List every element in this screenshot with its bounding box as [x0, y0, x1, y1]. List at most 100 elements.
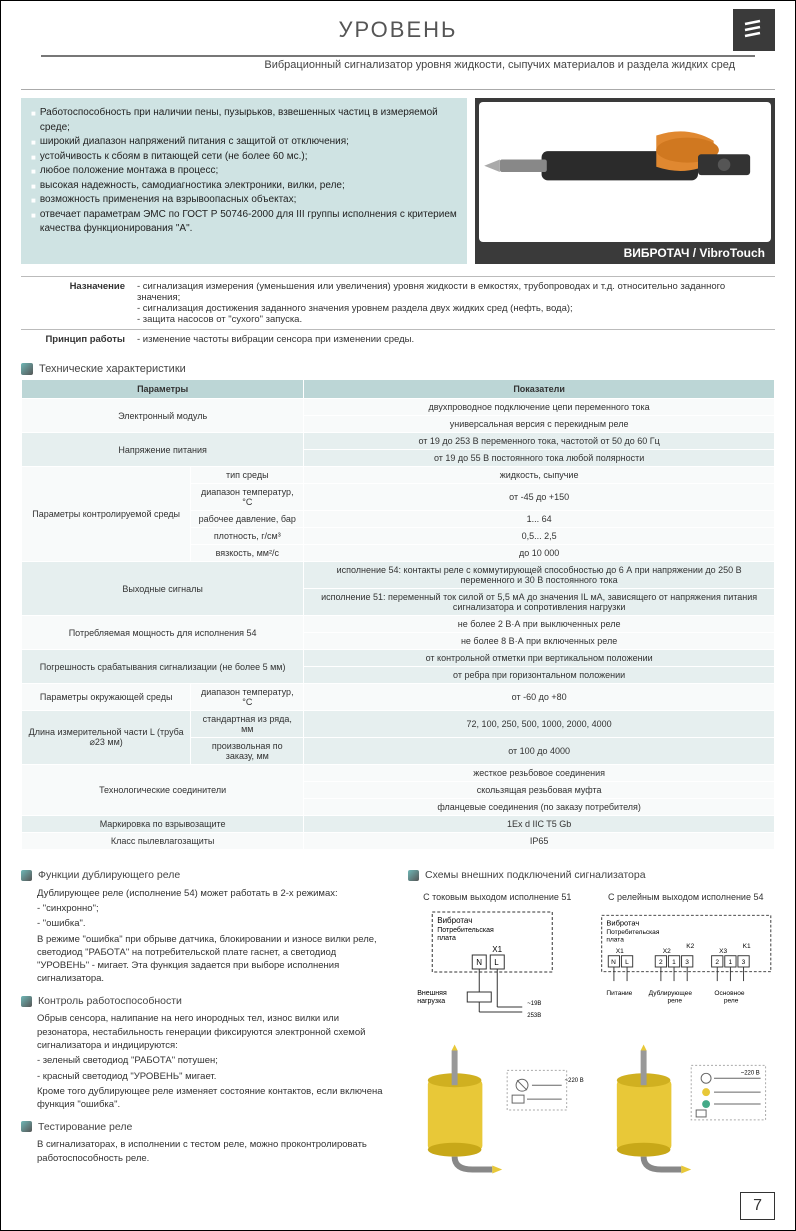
- product-image-box: ВИБРОТАЧ / VibroTouch: [475, 98, 775, 264]
- spec-section-title: Технические характеристики: [21, 363, 775, 375]
- spec-value: двухпроводное подключение цепи переменно…: [304, 399, 775, 416]
- subsection-title: Схемы внешних подключений сигнализатора: [408, 868, 775, 883]
- svg-text:Основное: Основное: [714, 990, 744, 997]
- spec-value: до 10 000: [304, 545, 775, 562]
- spec-subparam: вязкость, мм²/с: [191, 545, 304, 562]
- spec-value: 1... 64: [304, 511, 775, 528]
- feature-item: высокая надежность, самодиагностика элек…: [40, 179, 345, 194]
- svg-text:реле: реле: [723, 998, 738, 1005]
- spec-param: Параметры контролируемой среды: [22, 467, 191, 562]
- principle-label: Принцип работы: [21, 330, 131, 350]
- subsection-title: Функции дублирующего реле: [21, 868, 388, 883]
- purpose-label: Назначение: [21, 277, 131, 330]
- spec-value: жесткое резьбовое соединения: [304, 765, 775, 782]
- svg-text:253В: 253В: [527, 1013, 541, 1019]
- spec-value: исполнение 51: переменный ток силой от 5…: [304, 589, 775, 616]
- spec-param: Погрешность срабатывания сигнализации (н…: [22, 650, 304, 684]
- svg-text:нагрузка: нагрузка: [417, 998, 445, 1005]
- svg-text:K2: K2: [686, 943, 694, 950]
- body-text: - красный светодиод "УРОВЕНЬ" мигает.: [37, 1070, 388, 1083]
- svg-text:1: 1: [672, 959, 676, 966]
- left-column: Функции дублирующего реле Дублирующее ре…: [21, 860, 388, 1180]
- feature-item: широкий диапазон напряжений питания с за…: [40, 135, 349, 150]
- spec-subparam: рабочее давление, бар: [191, 511, 304, 528]
- svg-text:X3: X3: [719, 948, 727, 955]
- principle-text: - изменение частоты вибрации сенсора при…: [131, 330, 775, 350]
- svg-text:2: 2: [715, 959, 719, 966]
- scheme-caption: С токовым выходом исполнение 51: [408, 891, 587, 904]
- spec-value: от -60 до +80: [304, 684, 775, 711]
- body-text: Обрыв сенсора, налипание на него инородн…: [37, 1012, 388, 1052]
- svg-text:плата: плата: [606, 937, 624, 944]
- spec-param: Напряжение питания: [22, 433, 304, 467]
- svg-text:N: N: [476, 958, 482, 967]
- spec-value: фланцевые соединения (по заказу потребит…: [304, 799, 775, 816]
- svg-text:Внешняя: Внешняя: [417, 990, 447, 997]
- spec-header-value: Показатели: [304, 380, 775, 399]
- tank-diagram-1: ~220 В: [408, 1040, 587, 1180]
- svg-text:Вибротач: Вибротач: [606, 919, 639, 928]
- spec-value: от 19 до 55 В постоянного тока любой пол…: [304, 450, 775, 467]
- svg-text:X1: X1: [492, 945, 502, 954]
- svg-text:3: 3: [685, 959, 689, 966]
- section-icon: [21, 870, 32, 881]
- spec-value: не более 8 В·А при включенных реле: [304, 633, 775, 650]
- spec-param: Потребляемая мощность для исполнения 54: [22, 616, 304, 650]
- spec-value: 72, 100, 250, 500, 1000, 2000, 4000: [304, 711, 775, 738]
- spec-param: Выходные сигналы: [22, 562, 304, 616]
- feature-item: отвечает параметрам ЭМС по ГОСТ Р 50746-…: [40, 208, 457, 237]
- subsection-title: Тестирование реле: [21, 1120, 388, 1135]
- spec-subparam: диапазон температур, °С: [191, 684, 304, 711]
- feature-item: любое положение монтажа в процесс;: [40, 164, 218, 179]
- svg-text:X2: X2: [662, 948, 670, 955]
- product-name: ВИБРОТАЧ / VibroTouch: [479, 242, 771, 260]
- svg-text:плата: плата: [437, 935, 456, 942]
- svg-text:1: 1: [728, 959, 732, 966]
- svg-text:Потребительская: Потребительская: [437, 926, 494, 934]
- spec-table: Параметры Показатели Электронный модуль …: [21, 379, 775, 850]
- body-text: - "синхронно";: [37, 902, 388, 915]
- svg-text:L: L: [625, 959, 629, 966]
- wiring-scheme-54: С релейным выходом исполнение 54 Виброта…: [597, 891, 776, 1032]
- svg-text:~220 В: ~220 В: [565, 1078, 584, 1084]
- section-icon: [21, 1121, 32, 1132]
- svg-text:2: 2: [659, 959, 663, 966]
- spec-param: Маркировка по взрывозащите: [22, 816, 304, 833]
- spec-value: от ребра при горизонтальном положении: [304, 667, 775, 684]
- body-text: В сигнализаторах, в исполнении с тестом …: [37, 1138, 388, 1165]
- spec-value: от 100 до 4000: [304, 738, 775, 765]
- svg-text:X1: X1: [615, 948, 623, 955]
- spec-subparam: плотность, г/см³: [191, 528, 304, 545]
- spec-subparam: произвольная по заказу, мм: [191, 738, 304, 765]
- svg-text:~19В: ~19В: [527, 1001, 541, 1007]
- spec-subparam: тип среды: [191, 467, 304, 484]
- body-text: Кроме того дублирующее реле изменяет сос…: [37, 1085, 388, 1112]
- spec-value: от 19 до 253 В переменного тока, частото…: [304, 433, 775, 450]
- section-icon: [408, 870, 419, 881]
- page-subtitle: Вибрационный сигнализатор уровня жидкост…: [41, 55, 755, 75]
- section-icon: [21, 363, 33, 375]
- body-text: Дублирующее реле (исполнение 54) может р…: [37, 887, 388, 900]
- spec-value: жидкость, сыпучие: [304, 467, 775, 484]
- svg-text:N: N: [611, 959, 616, 966]
- svg-text:3: 3: [741, 959, 745, 966]
- spec-value: от контрольной отметки при вертикальном …: [304, 650, 775, 667]
- body-text: - "ошибка".: [37, 917, 388, 930]
- svg-text:Потребительская: Потребительская: [606, 928, 659, 936]
- spec-param: Электронный модуль: [22, 399, 304, 433]
- scheme-caption: С релейным выходом исполнение 54: [597, 891, 776, 904]
- spec-value: скользящая резьбовая муфта: [304, 782, 775, 799]
- right-column: Схемы внешних подключений сигнализатора …: [408, 860, 775, 1180]
- spec-param: Технологические соединители: [22, 765, 304, 816]
- svg-text:K1: K1: [742, 943, 750, 950]
- spec-value: от -45 до +150: [304, 484, 775, 511]
- spec-param: Длина измерительной части L (труба ⌀23 м…: [22, 711, 191, 765]
- svg-text:L: L: [494, 958, 499, 967]
- page-title: УРОВЕНЬ: [63, 17, 733, 43]
- features-list: Работоспособность при наличии пены, пузы…: [21, 98, 467, 264]
- section-icon: [21, 996, 32, 1007]
- spec-subparam: диапазон температур, °С: [191, 484, 304, 511]
- logo-icon: [733, 9, 775, 51]
- spec-value: не более 2 В·А при выключенных реле: [304, 616, 775, 633]
- svg-text:~220 В: ~220 В: [740, 1070, 759, 1076]
